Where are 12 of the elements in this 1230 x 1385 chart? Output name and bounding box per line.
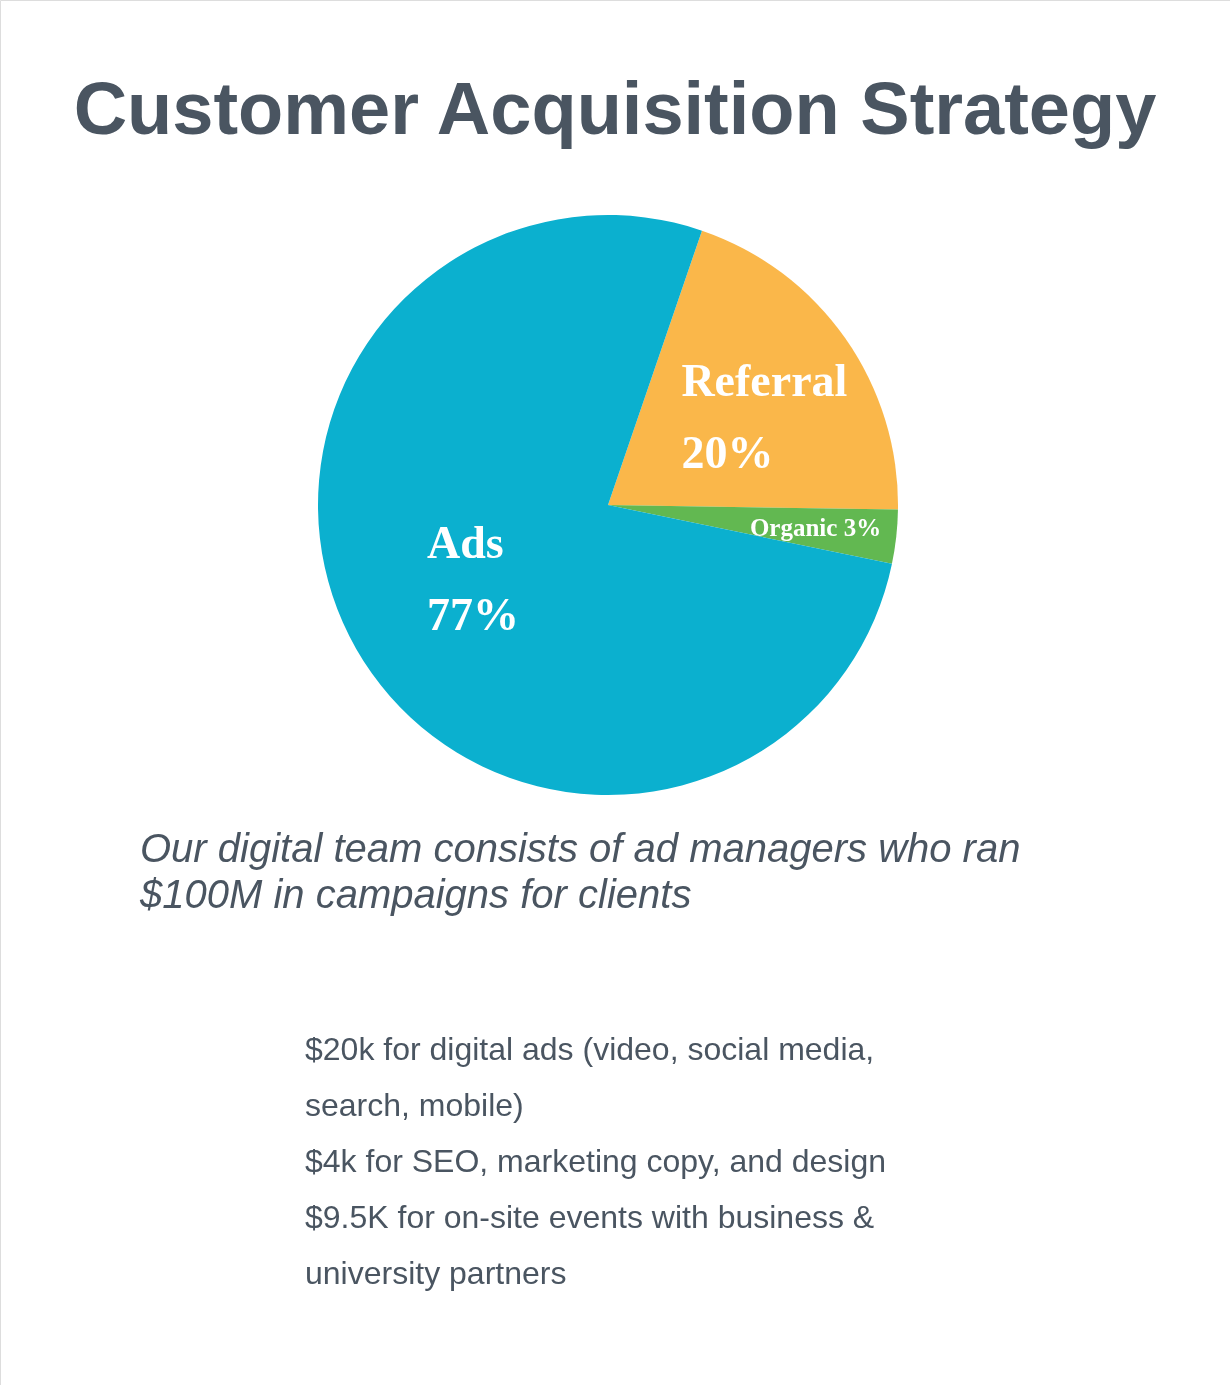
pie-slice bbox=[318, 215, 892, 795]
pie-slice bbox=[608, 230, 898, 510]
text: $20k for digital ads (video, social media, search, mobile) bbox=[305, 1031, 875, 1123]
text: Our digital team consists of ad managers who ran $100M in campaigns for clients bbox=[139, 826, 1021, 916]
data-label: 20% bbox=[681, 427, 774, 479]
data-label: 77% bbox=[427, 588, 519, 640]
text: $4k for SEO, marketing copy, and design bbox=[305, 1143, 887, 1179]
slice-label: Referral bbox=[681, 355, 848, 407]
slice-label: Organic 3% bbox=[749, 513, 882, 541]
slice-label: Ads bbox=[427, 516, 504, 568]
text: $9.5K for on-site events with business & university partners bbox=[305, 1199, 875, 1291]
chart-title: Customer Acquisition Strategy bbox=[73, 67, 1157, 150]
